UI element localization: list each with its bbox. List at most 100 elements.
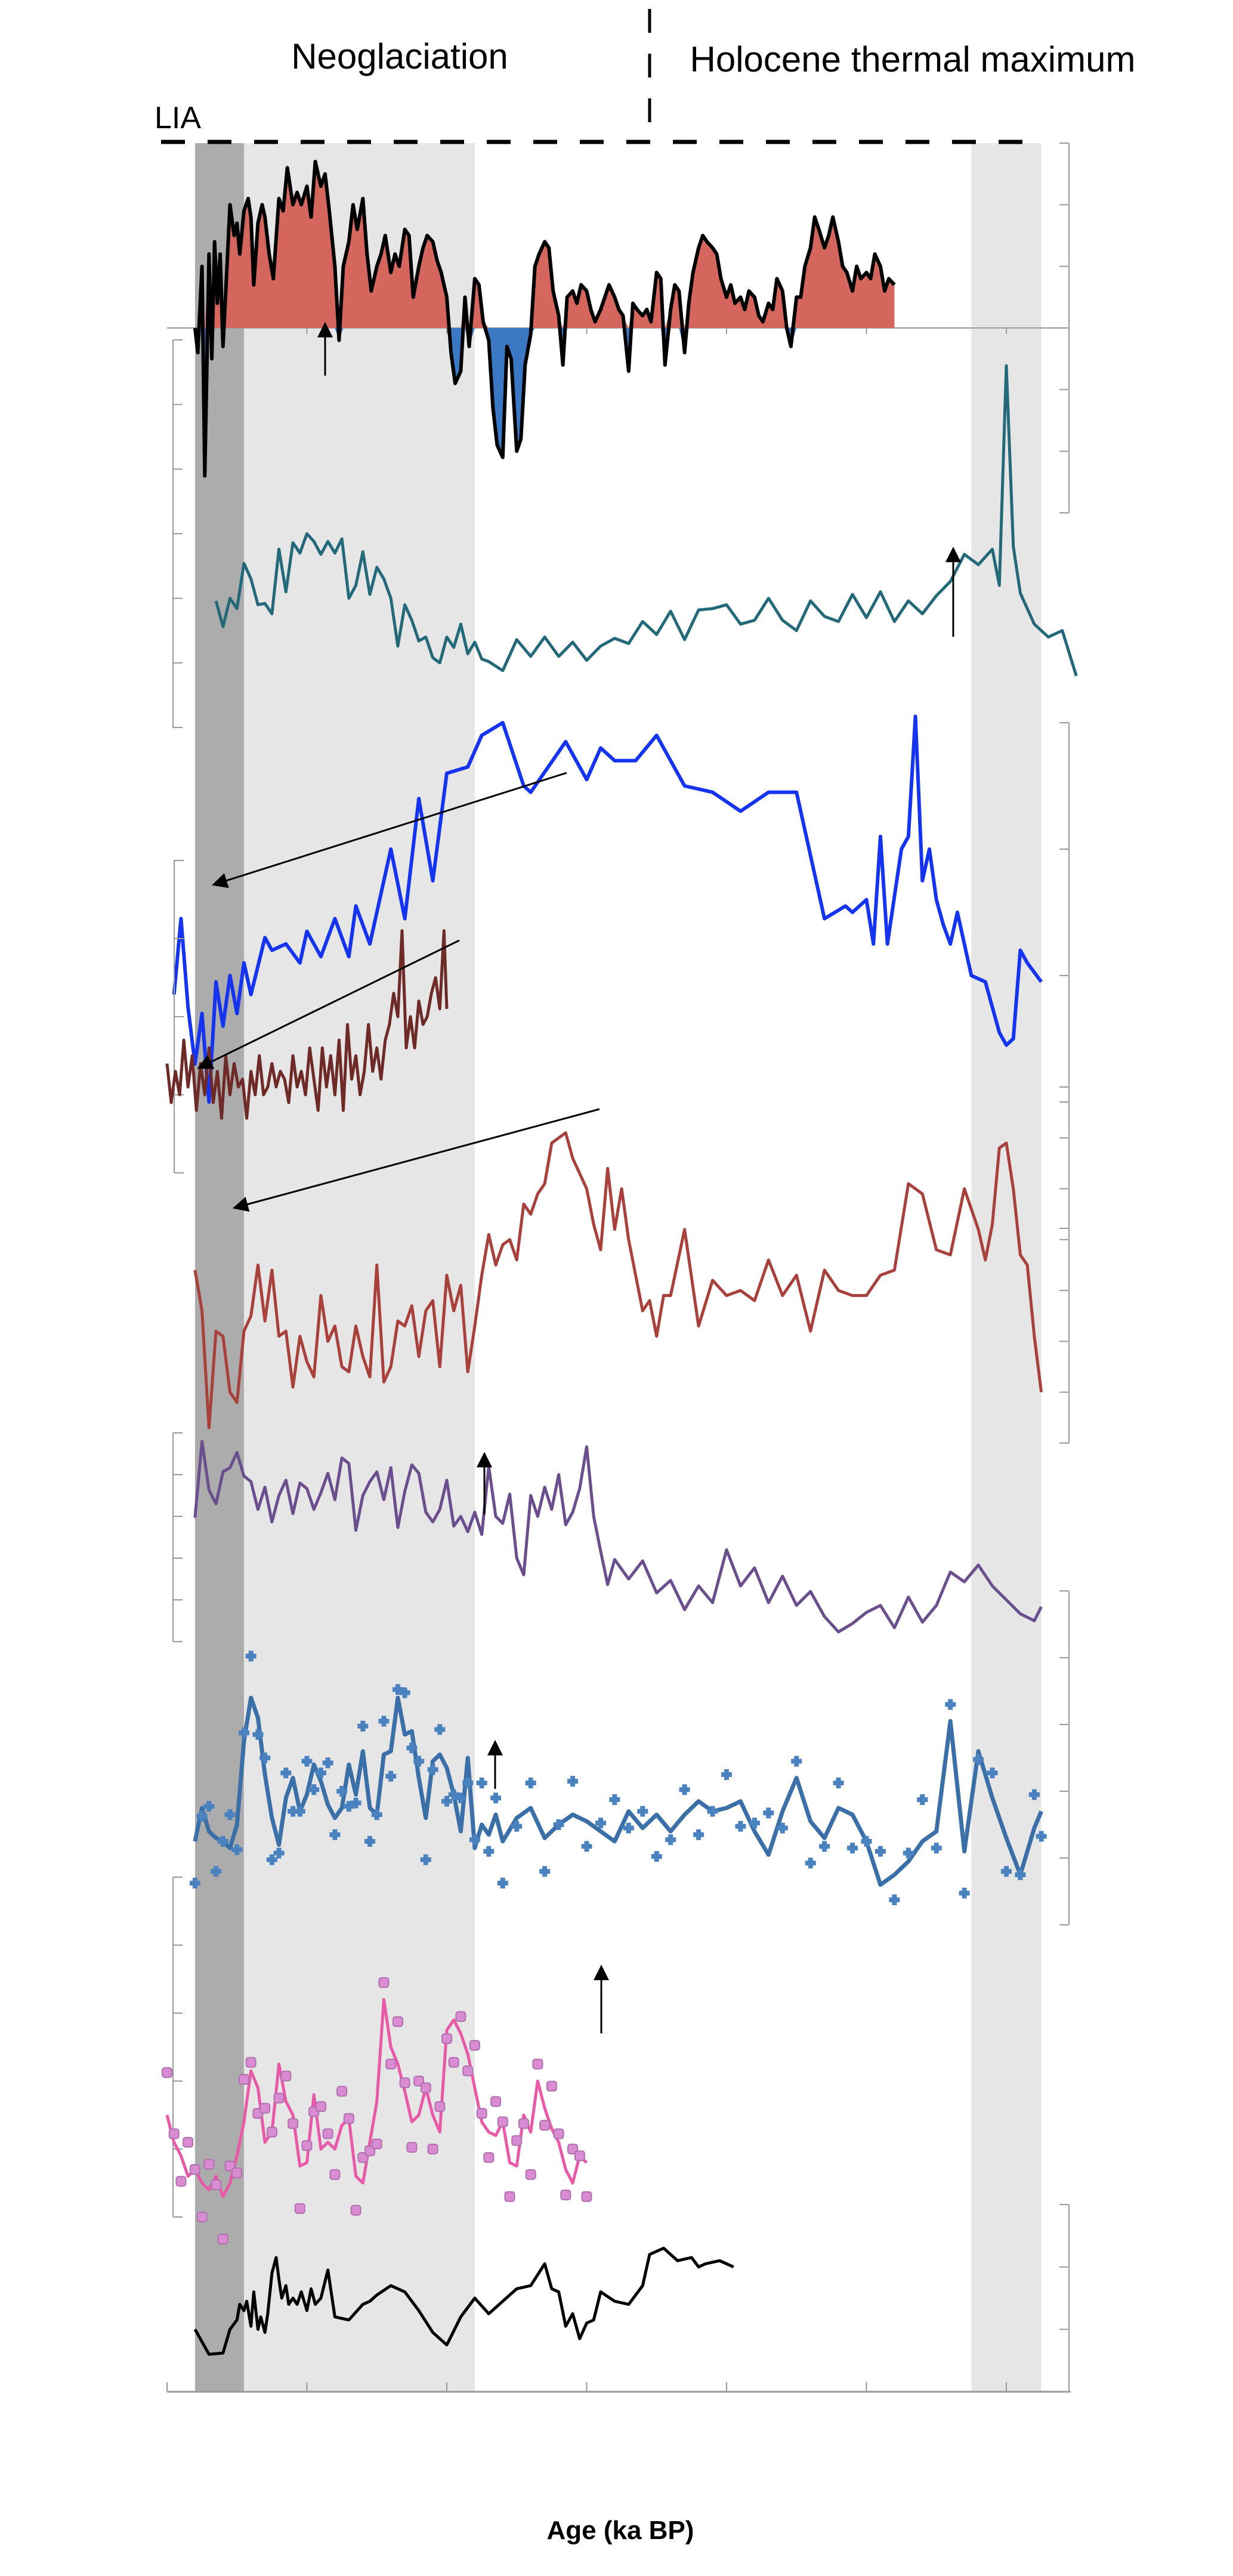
data-point xyxy=(420,2082,431,2094)
data-point xyxy=(203,2159,215,2170)
data-point xyxy=(329,2169,341,2180)
data-point xyxy=(623,1822,634,1834)
series-line-g xyxy=(193,1695,1043,1887)
data-point xyxy=(322,1757,333,1769)
data-point xyxy=(462,2065,474,2076)
data-point xyxy=(266,2126,277,2138)
data-point xyxy=(595,1818,606,1829)
data-point xyxy=(238,2074,249,2085)
data-point xyxy=(406,2142,418,2153)
data-point xyxy=(238,1727,249,1738)
panel-g xyxy=(189,1590,1070,1925)
data-point xyxy=(469,1834,480,1846)
data-point xyxy=(749,1818,760,1829)
data-point xyxy=(441,1795,452,1807)
data-point xyxy=(196,1811,208,1822)
data-point xyxy=(392,2016,403,2027)
data-point xyxy=(406,1742,418,1754)
data-point xyxy=(392,1684,403,1695)
data-point xyxy=(833,1778,844,1788)
data-point xyxy=(609,1794,620,1805)
data-point xyxy=(427,1764,438,1775)
series-line-a xyxy=(193,160,896,478)
annotation-c xyxy=(212,772,567,888)
data-point xyxy=(763,1807,774,1819)
annotation-d xyxy=(197,939,460,1069)
data-point xyxy=(322,2128,333,2140)
shaded-intervals xyxy=(194,143,1042,2392)
data-point xyxy=(259,1753,271,1763)
data-point xyxy=(917,1794,928,1805)
data-point xyxy=(336,2086,348,2097)
data-point xyxy=(1028,1789,1040,1800)
data-point xyxy=(385,2058,397,2070)
data-point xyxy=(861,1836,872,1847)
data-point xyxy=(189,1878,200,1888)
data-point xyxy=(189,2164,200,2175)
annotation-arrow-icon xyxy=(212,772,567,888)
data-point xyxy=(175,2176,187,2187)
data-point xyxy=(518,2118,529,2129)
period-label-htm: Holocene thermal maximum xyxy=(690,39,1136,79)
shaded-interval-light xyxy=(243,143,475,2392)
data-point xyxy=(280,1767,292,1779)
data-point xyxy=(462,1778,474,1788)
annotation-arrow-icon xyxy=(232,1108,600,1212)
data-point xyxy=(385,1770,397,1782)
data-point xyxy=(196,2212,208,2222)
data-point xyxy=(217,2234,228,2245)
data-point xyxy=(224,1809,236,1820)
period-header: Neoglaciation Holocene thermal maximum L… xyxy=(154,9,1136,144)
x-axis-label: Age (ka BP) xyxy=(547,2516,694,2545)
data-point xyxy=(364,1836,376,1847)
data-point xyxy=(266,1854,277,1865)
period-label-lia: LIA xyxy=(154,101,201,135)
data-point xyxy=(413,1755,425,1767)
data-point xyxy=(847,1843,858,1854)
data-point xyxy=(455,2011,466,2022)
shaded-interval-light xyxy=(971,143,1042,2392)
panel-h xyxy=(162,1877,592,2245)
data-point xyxy=(413,2076,425,2086)
panel-f xyxy=(172,1432,1043,1642)
data-point xyxy=(252,1729,264,1740)
data-point xyxy=(434,2101,446,2112)
data-point xyxy=(343,1801,354,1812)
data-point xyxy=(217,1836,228,1847)
data-point xyxy=(245,2057,257,2068)
data-point xyxy=(364,2145,376,2156)
data-point xyxy=(378,1977,390,1988)
data-point xyxy=(350,1797,361,1809)
data-point xyxy=(273,2092,285,2104)
data-point xyxy=(567,2144,579,2154)
data-point xyxy=(819,1841,830,1852)
data-point xyxy=(721,1769,732,1780)
data-point xyxy=(301,1755,313,1767)
data-point xyxy=(203,1801,215,1812)
period-label-neoglaciation: Neoglaciation xyxy=(291,36,508,76)
data-point xyxy=(777,1822,788,1834)
data-point xyxy=(567,1776,579,1787)
data-point xyxy=(273,1847,285,1859)
data-point xyxy=(301,2140,313,2151)
series-line-c xyxy=(172,714,1043,1104)
data-point xyxy=(574,2150,585,2162)
panel-b xyxy=(172,339,1078,728)
data-point xyxy=(483,1846,495,1857)
series-line-f xyxy=(193,1439,1043,1634)
data-point xyxy=(581,2191,592,2202)
data-point xyxy=(245,1651,257,1662)
annotation-e xyxy=(232,1108,600,1212)
data-point xyxy=(183,2137,194,2148)
data-point xyxy=(490,2096,502,2107)
data-point xyxy=(211,2179,222,2190)
data-point xyxy=(553,2128,564,2140)
data-point xyxy=(259,2103,271,2114)
data-point xyxy=(434,1724,446,1735)
series-line-e xyxy=(193,1131,1043,1429)
data-point xyxy=(504,2191,515,2202)
data-point xyxy=(288,2118,299,2129)
data-point xyxy=(336,1786,348,1797)
data-point xyxy=(637,1806,648,1817)
